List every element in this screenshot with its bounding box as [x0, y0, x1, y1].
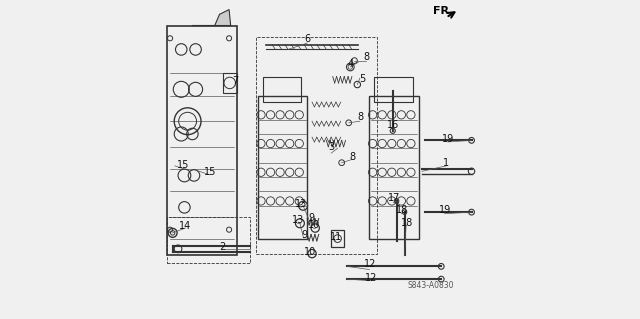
- Text: 8: 8: [350, 152, 356, 162]
- Polygon shape: [193, 10, 230, 26]
- Text: 9: 9: [301, 230, 307, 241]
- Text: 13: 13: [292, 215, 304, 225]
- Text: 18: 18: [396, 205, 408, 215]
- Text: 12: 12: [365, 272, 377, 283]
- Text: 14: 14: [179, 221, 191, 231]
- Text: 2: 2: [220, 242, 226, 252]
- Bar: [331, 230, 344, 247]
- Text: 10: 10: [304, 247, 317, 257]
- Text: 19: 19: [442, 134, 454, 144]
- Text: 17: 17: [388, 193, 400, 204]
- Text: 8: 8: [364, 52, 370, 62]
- Text: 1: 1: [443, 158, 449, 168]
- Text: 4: 4: [348, 59, 353, 69]
- Bar: [223, 73, 237, 93]
- Bar: [258, 96, 307, 239]
- Text: 11: 11: [330, 232, 342, 242]
- Text: 10: 10: [308, 220, 321, 230]
- Text: 18: 18: [401, 218, 413, 228]
- Text: 9: 9: [308, 212, 314, 223]
- Text: S843-A0830: S843-A0830: [408, 281, 454, 290]
- Text: 5: 5: [359, 74, 365, 84]
- Text: 19: 19: [439, 205, 451, 215]
- Text: 12: 12: [364, 259, 376, 269]
- Bar: [256, 37, 378, 254]
- Text: 6: 6: [305, 34, 311, 44]
- Text: 8: 8: [358, 112, 364, 122]
- Text: FR.: FR.: [433, 6, 453, 16]
- Bar: [167, 217, 250, 263]
- Text: 3: 3: [329, 142, 335, 152]
- Bar: [167, 26, 237, 255]
- Text: 13: 13: [296, 198, 308, 209]
- Text: 7: 7: [232, 76, 239, 86]
- Bar: [369, 96, 419, 239]
- Text: 15: 15: [204, 167, 216, 177]
- Bar: [374, 77, 413, 102]
- Bar: [262, 77, 301, 102]
- Text: 16: 16: [387, 120, 399, 130]
- Text: 15: 15: [177, 160, 189, 170]
